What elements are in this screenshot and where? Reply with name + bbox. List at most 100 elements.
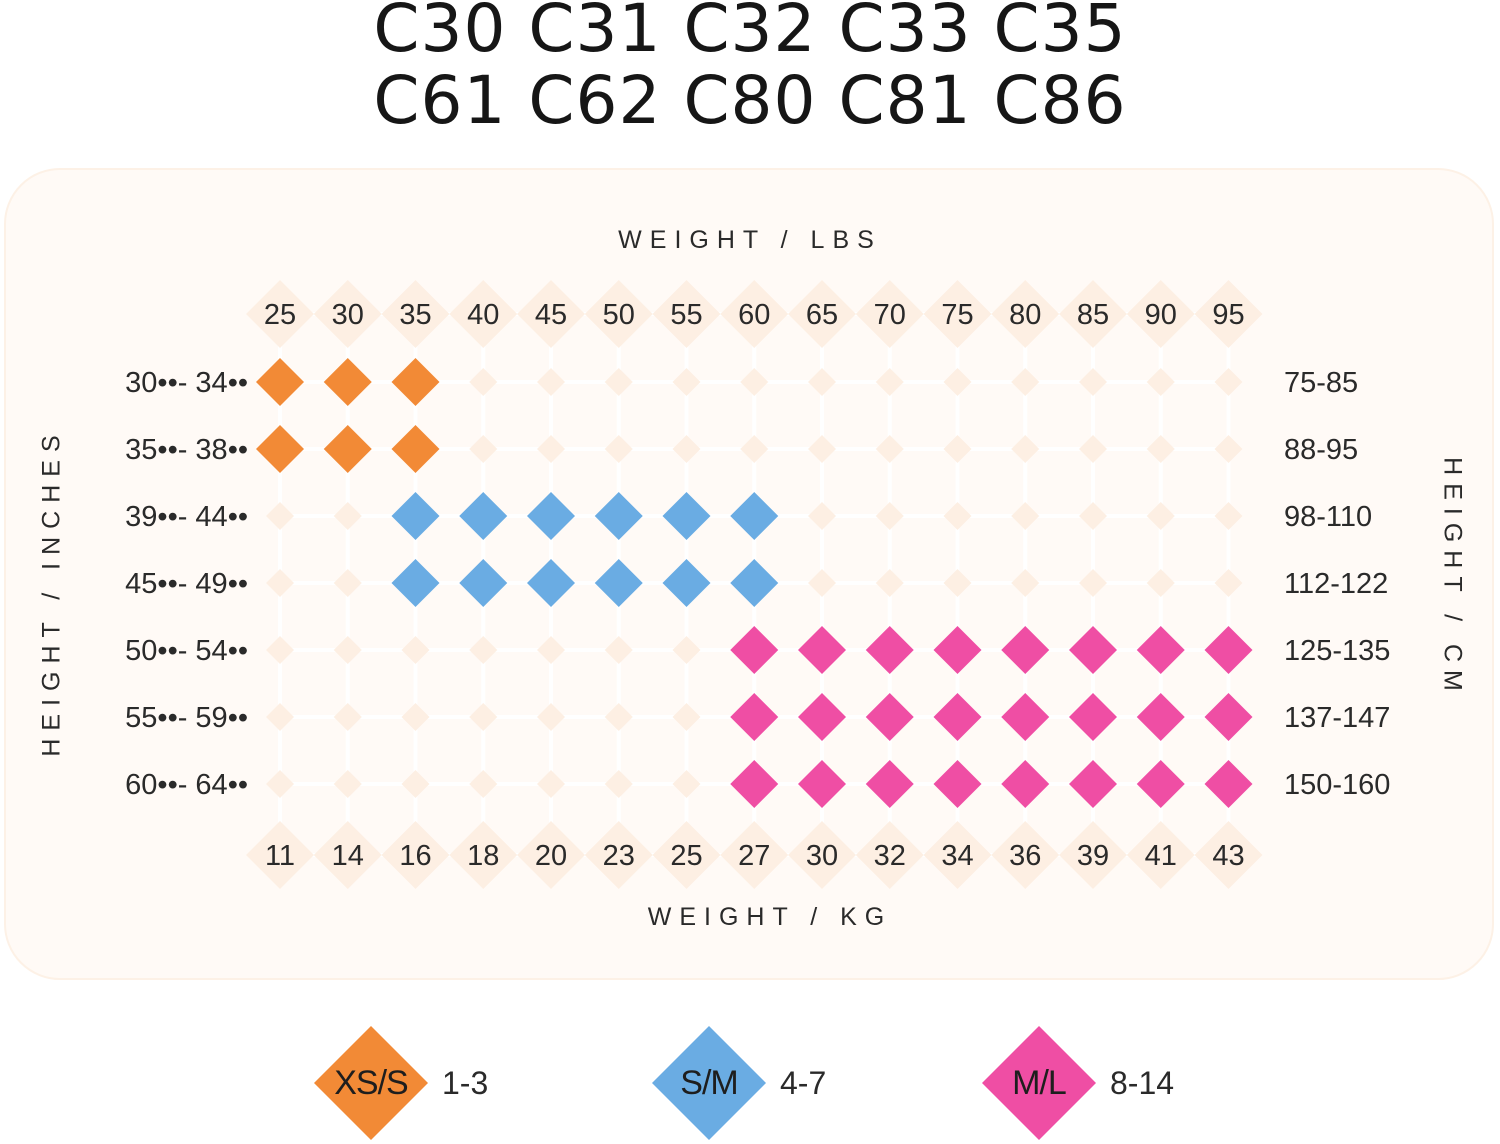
legend-range-xs-s: 1-3 xyxy=(442,1065,489,1101)
empty-cell-diamond xyxy=(1011,368,1040,396)
size-cell-m-l xyxy=(865,760,914,808)
size-cell-m-l xyxy=(1136,626,1185,674)
x-tick-label-lbs: 30 xyxy=(332,299,364,331)
legend-diamond-s-m xyxy=(652,1026,766,1140)
empty-cell-diamond xyxy=(672,703,701,731)
size-cell-m-l xyxy=(730,626,779,674)
empty-cell-diamond xyxy=(333,502,362,530)
tick-bg-diamond xyxy=(381,280,450,348)
empty-cell-diamond xyxy=(672,368,701,396)
size-cell-m-l xyxy=(865,626,914,674)
empty-cell-diamond xyxy=(469,636,498,664)
empty-cell-diamond xyxy=(537,636,565,664)
empty-cell-diamond xyxy=(672,636,701,664)
size-cell-xs-s xyxy=(323,358,372,406)
tick-bg-diamond xyxy=(855,280,924,348)
size-cell-s-m xyxy=(662,492,711,540)
empty-cell-diamond xyxy=(1214,368,1243,396)
size-cell-xs-s xyxy=(256,358,304,406)
legend-swatch-m-l xyxy=(982,1026,1096,1140)
x-tick-label-lbs: 55 xyxy=(670,299,702,331)
x-tick-label-kg: 36 xyxy=(1009,840,1041,872)
empty-cell-diamond xyxy=(1146,502,1175,530)
tick-bg-diamond xyxy=(517,280,585,348)
empty-cell-diamond xyxy=(537,368,565,396)
tick-bg-diamond xyxy=(449,280,518,348)
x-tick-label-lbs: 50 xyxy=(603,299,635,331)
empty-cell-diamond xyxy=(943,368,972,396)
size-cell-m-l xyxy=(933,760,982,808)
y-tick-label-cm: 88-95 xyxy=(1284,434,1358,466)
tick-bg-diamond xyxy=(923,280,992,348)
size-cell-m-l xyxy=(730,693,779,741)
size-cell-m-l xyxy=(1069,626,1117,674)
size-cell-m-l xyxy=(1204,626,1253,674)
empty-cell-diamond xyxy=(537,435,565,463)
empty-cell-diamond xyxy=(469,770,498,798)
size-cell-s-m xyxy=(459,559,508,607)
empty-cell-diamond xyxy=(1079,368,1107,396)
empty-cell-diamond xyxy=(401,636,430,664)
legend-code-xs-s: XS/S xyxy=(334,1064,408,1102)
size-cell-s-m xyxy=(594,492,643,540)
x-tick-label-lbs: 85 xyxy=(1077,299,1109,331)
size-cell-m-l xyxy=(798,760,846,808)
legend-code-m-l: M/L xyxy=(1012,1064,1067,1102)
empty-cell-diamond xyxy=(469,703,498,731)
y-tick-label-inches: 35••- 38•• xyxy=(125,434,248,466)
x-tick-label-kg: 16 xyxy=(399,840,431,872)
tick-bg-diamond xyxy=(1194,280,1263,348)
empty-cell-diamond xyxy=(808,569,836,597)
tick-bg-diamond xyxy=(449,821,518,889)
size-cell-xs-s xyxy=(323,425,372,473)
empty-cell-diamond xyxy=(333,703,362,731)
legend-diamond-m-l xyxy=(982,1026,1096,1140)
empty-cell-diamond xyxy=(943,435,972,463)
size-cell-xs-s xyxy=(391,425,440,473)
empty-cell-diamond xyxy=(401,770,430,798)
empty-cell-diamond xyxy=(1146,368,1175,396)
legend-range-m-l: 8-14 xyxy=(1110,1065,1175,1101)
x-tick-label-kg: 30 xyxy=(806,840,838,872)
x-tick-label-kg: 43 xyxy=(1212,840,1244,872)
size-cell-m-l xyxy=(1001,626,1050,674)
size-cell-m-l xyxy=(798,626,846,674)
empty-cell-diamond xyxy=(537,703,565,731)
tick-bg-diamond xyxy=(1059,821,1127,889)
x-tick-label-kg: 41 xyxy=(1145,840,1177,872)
empty-cell-diamond xyxy=(672,435,701,463)
x-tick-label-kg: 34 xyxy=(941,840,973,872)
x-tick-label-lbs: 80 xyxy=(1009,299,1041,331)
size-cell-s-m xyxy=(391,492,440,540)
x-tick-label-lbs: 70 xyxy=(874,299,906,331)
y-tick-label-cm: 137-147 xyxy=(1284,702,1390,734)
empty-cell-diamond xyxy=(333,569,362,597)
empty-cell-diamond xyxy=(943,502,972,530)
x-tick-label-kg: 39 xyxy=(1077,840,1109,872)
legend-range-s-m: 4-7 xyxy=(780,1065,827,1101)
tick-bg-diamond xyxy=(923,821,992,889)
x-tick-label-kg: 14 xyxy=(332,840,364,872)
size-cell-m-l xyxy=(1069,693,1117,741)
size-cell-m-l xyxy=(1001,760,1050,808)
tick-bg-diamond xyxy=(381,821,450,889)
x-tick-label-lbs: 95 xyxy=(1212,299,1244,331)
size-cell-s-m xyxy=(527,559,575,607)
empty-cell-diamond xyxy=(1011,502,1040,530)
empty-cell-diamond xyxy=(401,703,430,731)
tick-bg-diamond xyxy=(652,821,721,889)
x-axis-bottom-title: WEIGHT / KG xyxy=(647,903,893,931)
empty-cell-diamond xyxy=(604,435,633,463)
empty-cell-diamond xyxy=(1146,435,1175,463)
size-cell-m-l xyxy=(1204,760,1253,808)
empty-cell-diamond xyxy=(1214,435,1243,463)
tick-bg-diamond xyxy=(584,280,653,348)
empty-cell-diamond xyxy=(875,569,904,597)
chart-title-line-2: C61 C62 C80 C81 C86 xyxy=(373,62,1127,139)
y-tick-label-cm: 75-85 xyxy=(1284,367,1358,399)
size-cell-s-m xyxy=(662,559,711,607)
empty-cell-diamond xyxy=(943,569,972,597)
empty-cell-diamond xyxy=(266,636,294,664)
x-tick-label-lbs: 65 xyxy=(806,299,838,331)
tick-bg-diamond xyxy=(584,821,653,889)
